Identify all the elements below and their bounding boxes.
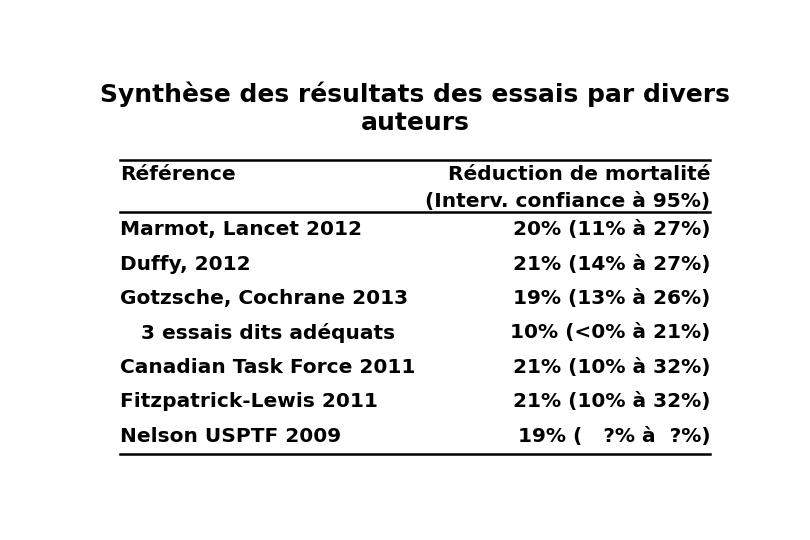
Text: 3 essais dits adéquats: 3 essais dits adéquats xyxy=(120,323,395,343)
Text: 19% (13% à 26%): 19% (13% à 26%) xyxy=(513,289,710,308)
Text: Duffy, 2012: Duffy, 2012 xyxy=(120,254,251,274)
Text: 21% (14% à 27%): 21% (14% à 27%) xyxy=(513,254,710,274)
Text: Gotzsche, Cochrane 2013: Gotzsche, Cochrane 2013 xyxy=(120,289,408,308)
Text: 10% (<0% à 21%): 10% (<0% à 21%) xyxy=(509,323,710,342)
Text: 21% (10% à 32%): 21% (10% à 32%) xyxy=(513,358,710,377)
Text: Canadian Task Force 2011: Canadian Task Force 2011 xyxy=(120,358,416,377)
Text: Réduction de mortalité: Réduction de mortalité xyxy=(448,165,710,184)
Text: 19% (   ?% à  ?%): 19% ( ?% à ?%) xyxy=(518,427,710,446)
Text: Synthèse des résultats des essais par divers
auteurs: Synthèse des résultats des essais par di… xyxy=(100,82,730,135)
Text: Fitzpatrick-Lewis 2011: Fitzpatrick-Lewis 2011 xyxy=(120,393,378,411)
Text: 21% (10% à 32%): 21% (10% à 32%) xyxy=(513,393,710,411)
Text: Nelson USPTF 2009: Nelson USPTF 2009 xyxy=(120,427,341,446)
Text: 20% (11% à 27%): 20% (11% à 27%) xyxy=(513,220,710,239)
Text: (Interv. confiance à 95%): (Interv. confiance à 95%) xyxy=(425,192,710,211)
Text: Marmot, Lancet 2012: Marmot, Lancet 2012 xyxy=(120,220,362,239)
Text: Référence: Référence xyxy=(120,165,236,184)
